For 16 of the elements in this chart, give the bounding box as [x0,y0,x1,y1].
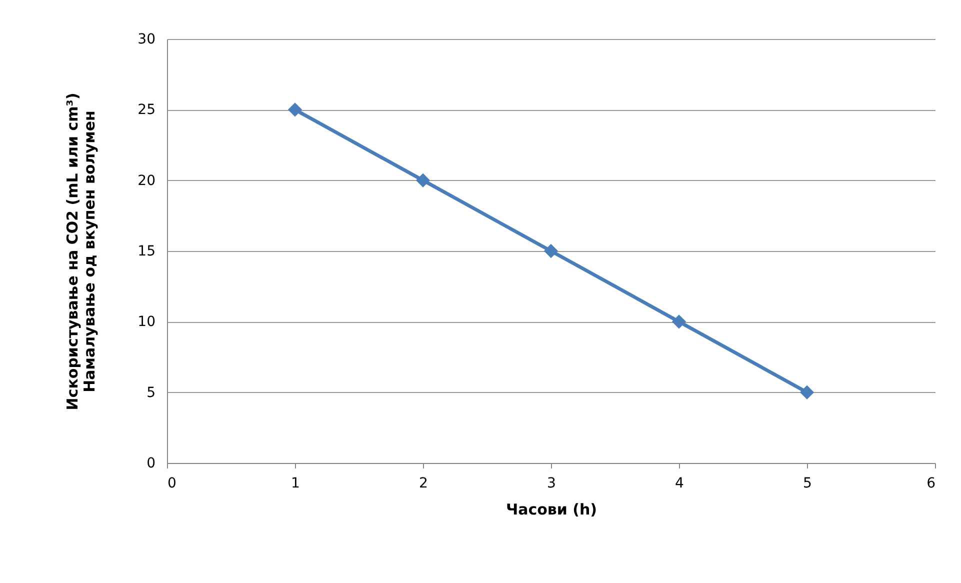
y-tick-label: 5 [146,384,156,401]
y-tick-label: 20 [138,172,156,189]
x-tick-label: 6 [926,476,936,492]
x-axis-title: Часови (h) [506,500,598,518]
x-tick-label: 4 [675,476,684,492]
y-tick-label: 0 [146,456,156,472]
y-tick-label: 15 [138,244,156,260]
y-tick-label: 10 [138,314,156,330]
x-tick-label: 1 [291,476,300,492]
x-tick-label: 0 [168,476,176,492]
x-tick-label: 3 [547,476,556,492]
y-tick-label: 25 [138,102,156,118]
x-tick-label: 2 [419,476,428,492]
x-tick-label: 5 [803,476,812,492]
y-axis-title: Искористување на CO2 (mL или cm³) Намалување од вкупен волумен [64,92,99,410]
y-tick-label: 30 [138,32,156,48]
